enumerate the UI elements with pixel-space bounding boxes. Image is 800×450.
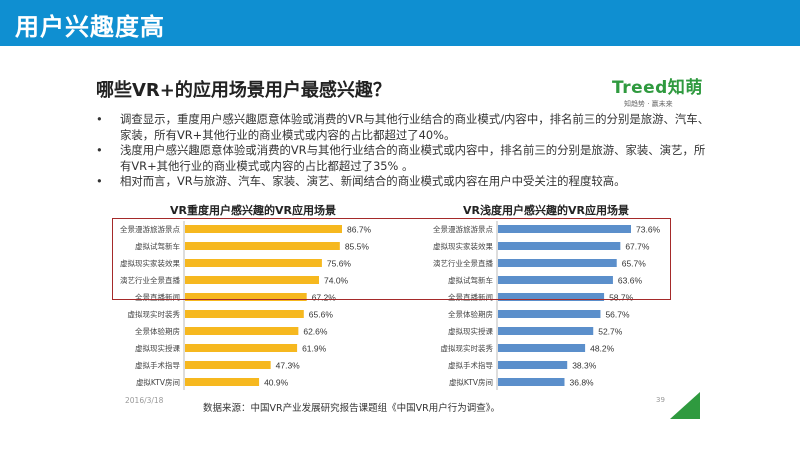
category-label: 演艺行业全景直播	[120, 275, 180, 285]
value-label: 40.9%	[264, 378, 289, 388]
bar	[498, 378, 565, 386]
question-heading: 哪些VR+的应用场景用户最感兴趣？	[96, 80, 391, 101]
value-label: 52.7%	[598, 327, 623, 337]
value-label: 56.7%	[605, 310, 630, 320]
value-label: 65.7%	[622, 259, 647, 269]
category-label: 虚拟现实时装秀	[128, 309, 181, 319]
bullet-text: 调查显示，重度用户感兴趣愿意体验或消费的VR与其他行业结合的商业模式/内容中，排…	[120, 112, 710, 142]
bullet-dot: •	[96, 143, 103, 157]
bar	[498, 259, 617, 267]
category-label: 虚拟现实授课	[448, 326, 493, 336]
category-label: 全景体验期房	[448, 309, 493, 319]
value-label: 75.6%	[327, 259, 352, 269]
category-label: 虚拟手术指导	[135, 360, 180, 370]
footer-date: 2016/3/18	[125, 396, 164, 405]
bar	[185, 242, 340, 250]
value-label: 73.6%	[636, 225, 661, 235]
value-label: 67.7%	[625, 242, 650, 252]
title-bar: 用户兴趣度高	[0, 0, 800, 46]
page-number: 39	[656, 396, 665, 404]
bar	[185, 327, 299, 335]
category-label: 虚拟现实家装效果	[120, 258, 180, 268]
corner-logo-icon	[670, 392, 700, 419]
bar	[498, 344, 586, 352]
value-label: 86.7%	[347, 225, 372, 235]
bar	[498, 361, 568, 369]
bullet-item: • 浅度用户感兴趣愿意体验或消费的VR与其他行业结合的商业模式或内容中，排名前三…	[96, 143, 716, 174]
bar	[185, 225, 342, 233]
category-label: 演艺行业全景直播	[433, 258, 493, 268]
category-label: 虚拟试驾新车	[135, 241, 180, 251]
category-label: 虚拟KTV房间	[136, 377, 180, 387]
bullet-text: 相对而言，VR与旅游、汽车、家装、演艺、新闻结合的商业模式或内容在用户中受关注的…	[120, 174, 626, 188]
bar	[185, 378, 260, 386]
value-label: 36.8%	[570, 378, 595, 388]
treed-logo: Treed知萌 知趋势 · 赢未来	[612, 73, 703, 109]
top5-highlight-box	[112, 218, 671, 300]
slide-title: 用户兴趣度高	[15, 13, 165, 41]
bullet-dot: •	[96, 174, 103, 188]
bar	[498, 225, 631, 233]
data-source: 数据来源：中国VR产业发展研究报告课题组《中国VR用户行为调查》。	[203, 403, 500, 414]
category-label: 虚拟现实授课	[135, 343, 180, 353]
category-label: 虚拟KTV房间	[449, 377, 493, 387]
bar	[185, 276, 320, 284]
bullet-item: • 调查显示，重度用户感兴趣愿意体验或消费的VR与其他行业结合的商业模式/内容中…	[96, 112, 716, 143]
bullet-item: • 相对而言，VR与旅游、汽车、家装、演艺、新闻结合的商业模式或内容在用户中受关…	[96, 174, 716, 190]
value-label: 61.9%	[302, 344, 327, 354]
value-label: 63.6%	[618, 276, 643, 286]
value-label: 65.6%	[309, 310, 334, 320]
chart-title-heavy-users: VR重度用户感兴趣的VR应用场景	[170, 204, 336, 217]
bar	[498, 293, 605, 301]
value-label: 85.5%	[345, 242, 370, 252]
value-label: 38.3%	[572, 361, 597, 371]
category-label: 虚拟试驾新车	[448, 275, 493, 285]
value-label: 62.6%	[303, 327, 328, 337]
category-label: 虚拟手术指导	[448, 360, 493, 370]
bullet-text: 浅度用户感兴趣愿意体验或消费的VR与其他行业结合的商业模式或内容中，排名前三的分…	[120, 143, 706, 173]
bar	[498, 327, 594, 335]
bar	[498, 276, 613, 284]
category-label: 虚拟现实家装效果	[433, 241, 493, 251]
bullet-dot: •	[96, 112, 103, 126]
logo-name: Treed知萌	[612, 78, 703, 98]
category-label: 全景漫游旅游景点	[120, 224, 180, 234]
bar	[498, 310, 601, 318]
category-label: 全景体验期房	[135, 326, 180, 336]
chart-title-light-users: VR浅度用户感兴趣的VR应用场景	[463, 204, 629, 217]
bullet-list: • 调查显示，重度用户感兴趣愿意体验或消费的VR与其他行业结合的商业模式/内容中…	[96, 112, 716, 190]
category-label: 虚拟现实时装秀	[441, 343, 494, 353]
bar	[498, 242, 621, 250]
bar	[185, 293, 307, 301]
value-label: 48.2%	[590, 344, 615, 354]
value-label: 74.0%	[324, 276, 349, 286]
value-label: 58.7%	[609, 293, 634, 303]
category-label: 全景漫游旅游景点	[433, 224, 493, 234]
bar	[185, 361, 271, 369]
logo-tagline: 知趋势 · 赢未来	[624, 100, 673, 108]
bar	[185, 310, 304, 318]
category-label: 全景直播新闻	[448, 292, 493, 302]
value-label: 47.3%	[276, 361, 301, 371]
bar	[185, 344, 298, 352]
category-label: 全景直播新闻	[135, 292, 180, 302]
bar	[185, 259, 322, 267]
value-label: 67.2%	[312, 293, 337, 303]
